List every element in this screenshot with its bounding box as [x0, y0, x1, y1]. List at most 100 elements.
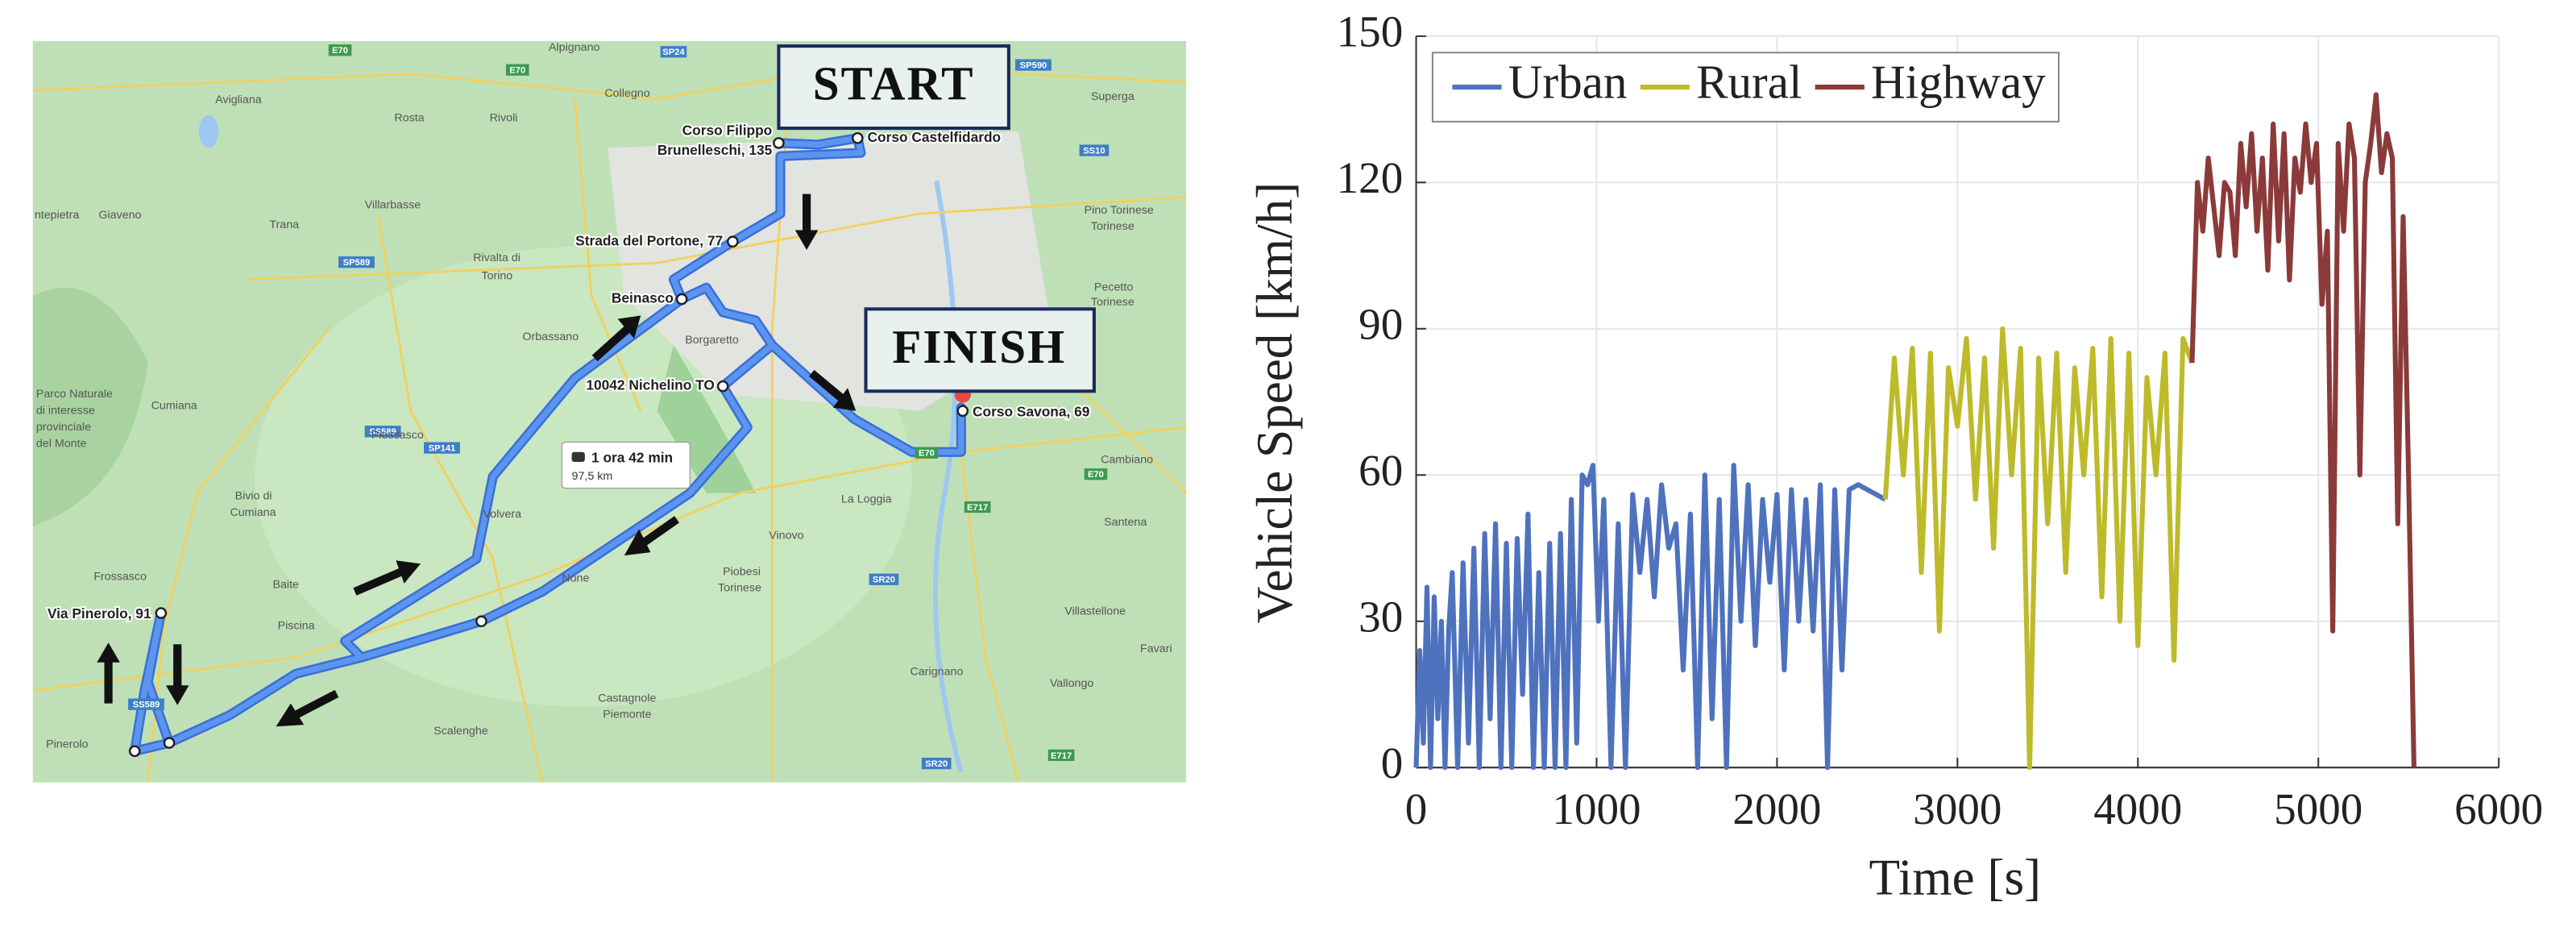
place-label: Villastellone [1064, 605, 1126, 617]
road-labels: E70 E70 SP24 SP590 SS10 SP589 SP141 SS58… [128, 44, 1110, 770]
place-label: Piscina [278, 620, 315, 633]
road-label: SP589 [343, 258, 371, 268]
legend: Urban Rural Highway [1431, 52, 2060, 123]
place-label: Scalenghe [433, 725, 487, 738]
place-label: Giaveno [98, 209, 141, 222]
place-label: Pino Torinese [1085, 204, 1154, 217]
road-label: SR20 [925, 759, 948, 769]
series-line [1413, 463, 1887, 771]
waypoint-label: Strada del Portone, 77 [575, 232, 723, 248]
place-label: provinciale [36, 421, 91, 434]
y-tick-label: 120 [1337, 153, 1404, 202]
place-labels: Alpignano Avigliana Rosta Rivoli Collegn… [35, 41, 1172, 750]
legend-label: Urban [1508, 56, 1628, 109]
road-label: SP24 [662, 48, 685, 57]
y-tick-label: 30 [1359, 592, 1403, 641]
map-park [657, 345, 756, 493]
map-lake [198, 114, 219, 148]
waypoint-markers [128, 131, 969, 758]
waypoint-label: Beinasco [612, 290, 674, 306]
waypoint-label: Corso Castelfidardo [868, 129, 1002, 145]
place-label: Carignano [911, 666, 964, 679]
x-tick-label: 4000 [2093, 784, 2182, 833]
map: E70 E70 SP24 SP590 SS10 SP589 SP141 SS58… [32, 41, 1188, 783]
x-tick-label: 2000 [1732, 784, 1821, 833]
map-hills [32, 287, 148, 526]
x-tick-label: 6000 [2454, 784, 2543, 833]
legend-label: Highway [1871, 56, 2046, 109]
x-tick-label: 1000 [1552, 784, 1641, 833]
place-label: Frossasco [93, 570, 147, 583]
route-info: 1 ora 42 min 97,5 km [561, 441, 691, 489]
road-label: SS10 [1083, 147, 1105, 156]
place-label: Alpignano [549, 41, 600, 54]
place-label: Superga [1091, 90, 1135, 103]
legend-label: Rural [1696, 56, 1802, 109]
route-distance: 97,5 km [572, 470, 613, 483]
road-label: E70 [332, 46, 348, 56]
road-label: SP141 [429, 444, 456, 454]
road-label: SS589 [369, 427, 396, 437]
map-river [932, 180, 964, 774]
place-label: ntepietra [35, 209, 80, 222]
place-label: Cumiana [151, 399, 197, 412]
waypoint-label: Via Pinerolo, 91 [48, 605, 151, 621]
place-label: Vallongo [1050, 677, 1094, 690]
y-tick-label: 90 [1359, 299, 1403, 348]
place-label: di interesse [36, 405, 95, 418]
road-label: E717 [967, 503, 988, 513]
route [131, 135, 964, 754]
place-label: Cambiano [1101, 454, 1153, 467]
place-label: Favari [1140, 642, 1172, 655]
place-label: Torino [481, 269, 512, 282]
place-label: Piossasco [371, 429, 424, 442]
place-label: Bivio di [235, 490, 272, 503]
waypoint-labels: Corso Filippo Brunelleschi, 135 Corso Ca… [46, 121, 1092, 624]
road-label: E70 [509, 66, 525, 76]
place-label: Piobesi [723, 565, 761, 578]
series-line [2189, 92, 2416, 768]
place-label: None [562, 572, 589, 584]
road-label: E70 [1088, 470, 1104, 480]
x-axis-label: Time [s] [1869, 849, 2041, 905]
waypoint-label: Corso Savona, 69 [973, 403, 1089, 419]
place-label: Torinese [718, 582, 761, 595]
place-label: Pinerolo [46, 738, 88, 750]
place-label: Trana [269, 218, 299, 231]
y-axis-label: Vehicle Speed [km/h] [1247, 182, 1303, 623]
place-label: Vinovo [769, 529, 803, 542]
place-label: Parco Naturale [36, 388, 113, 401]
place-label: Collegno [604, 87, 649, 100]
y-tick-label: 150 [1337, 7, 1404, 56]
road-label: SS589 [133, 700, 160, 710]
place-label: Orbassano [522, 330, 579, 343]
route-time: 1 ora 42 min [591, 449, 673, 465]
waypoint-label: Brunelleschi, 135 [657, 142, 773, 158]
place-label: Avigliana [215, 94, 262, 106]
road-label: E717 [1051, 751, 1072, 761]
x-tick-label: 3000 [1913, 784, 2001, 833]
road-label: SR20 [873, 576, 895, 585]
place-label: Pecetto [1094, 281, 1133, 294]
place-label: Rivalta di [473, 251, 521, 264]
road-label: SP590 [1020, 61, 1047, 71]
place-label: Rosta [394, 112, 424, 125]
start-label: START [813, 57, 975, 110]
place-label: Torinese [1091, 220, 1135, 233]
waypoint-label: 10042 Nichelino TO [586, 377, 715, 393]
finish-label: FINISH [892, 320, 1066, 373]
y-tick-label: 60 [1359, 446, 1403, 495]
direction-arrows [97, 193, 857, 727]
place-label: Villarbasse [365, 199, 421, 212]
place-label: Castagnole [598, 692, 656, 705]
place-label: del Monte [36, 437, 87, 450]
place-label: Torinese [1091, 296, 1135, 309]
start-box: START [777, 44, 1010, 131]
x-tick-label: 5000 [2274, 784, 2362, 833]
waypoint-label: Corso Filippo [682, 123, 773, 139]
place-label: Volvera [483, 508, 521, 521]
x-tick-label: 0 [1405, 784, 1428, 833]
place-label: Santena [1104, 516, 1147, 529]
y-tick-label: 0 [1381, 738, 1404, 788]
